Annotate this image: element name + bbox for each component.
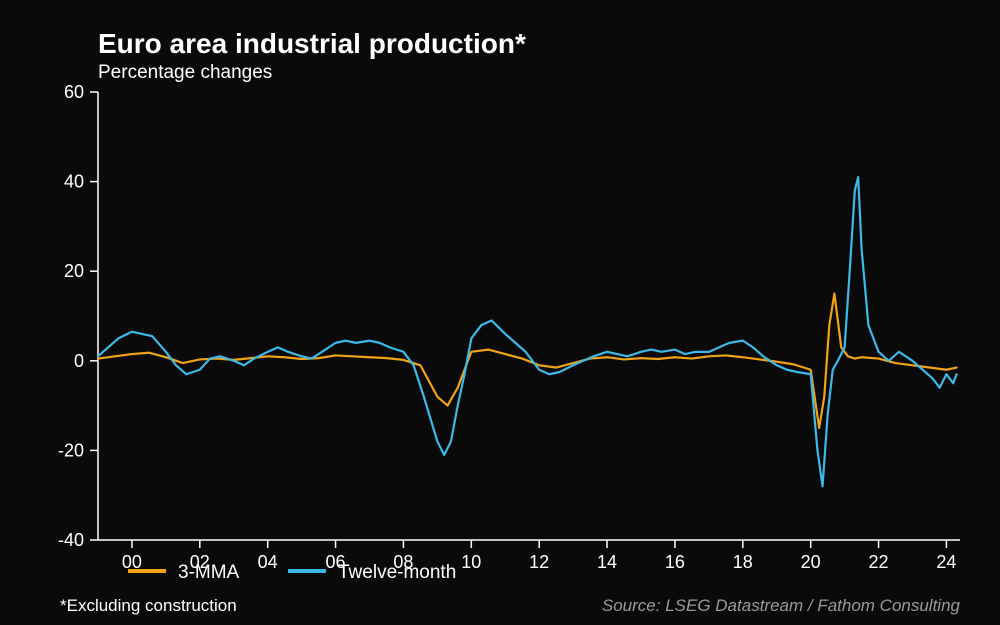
svg-text:-40: -40 <box>58 530 84 550</box>
svg-text:04: 04 <box>258 552 278 572</box>
svg-text:0: 0 <box>74 351 84 371</box>
chart-footnote: *Excluding construction <box>60 596 237 616</box>
legend-swatch <box>128 569 166 573</box>
svg-text:20: 20 <box>801 552 821 572</box>
svg-text:-20: -20 <box>58 440 84 460</box>
svg-text:14: 14 <box>597 552 617 572</box>
svg-text:10: 10 <box>461 552 481 572</box>
legend-swatch <box>288 569 326 573</box>
legend-label: Twelve-month <box>338 562 456 583</box>
svg-text:20: 20 <box>64 261 84 281</box>
svg-text:12: 12 <box>529 552 549 572</box>
svg-text:18: 18 <box>733 552 753 572</box>
svg-text:24: 24 <box>936 552 956 572</box>
legend-label: 3-MMA <box>178 562 240 583</box>
chart-source: Source: LSEG Datastream / Fathom Consult… <box>602 596 960 616</box>
svg-text:40: 40 <box>64 172 84 192</box>
svg-text:22: 22 <box>869 552 889 572</box>
line-chart: -40-200204060000204060810121416182022243… <box>0 0 1000 625</box>
svg-text:16: 16 <box>665 552 685 572</box>
chart-container: Euro area industrial production* Percent… <box>0 0 1000 625</box>
svg-text:60: 60 <box>64 82 84 102</box>
